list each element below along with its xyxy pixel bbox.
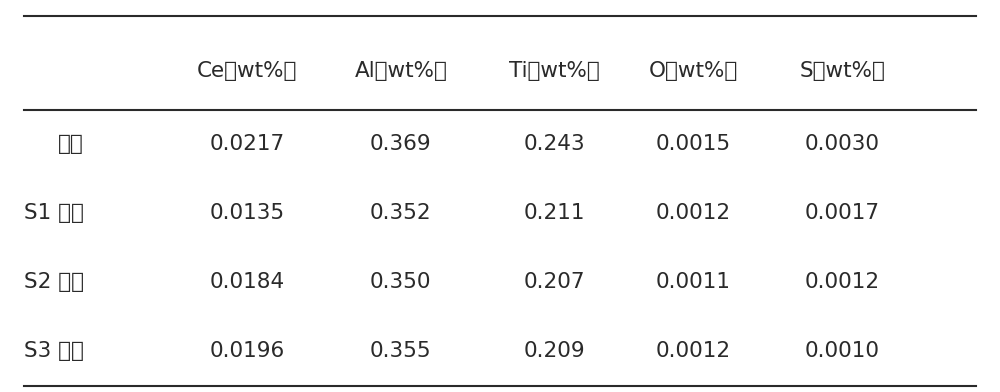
Text: 0.0015: 0.0015	[656, 134, 731, 154]
Text: S1 铸领: S1 铸领	[24, 203, 84, 223]
Text: 0.0196: 0.0196	[210, 341, 285, 361]
Text: 0.209: 0.209	[524, 341, 585, 361]
Text: S3 铸领: S3 铸领	[24, 341, 84, 361]
Text: O（wt%）: O（wt%）	[649, 61, 738, 81]
Text: 0.0184: 0.0184	[210, 272, 285, 292]
Text: 0.211: 0.211	[524, 203, 585, 223]
Text: Ce（wt%）: Ce（wt%）	[197, 61, 297, 81]
Text: 0.0012: 0.0012	[656, 341, 731, 361]
Text: 0.0012: 0.0012	[805, 272, 880, 292]
Text: 电极: 电极	[58, 134, 84, 154]
Text: 0.0010: 0.0010	[805, 341, 880, 361]
Text: 0.207: 0.207	[524, 272, 585, 292]
Text: 0.0030: 0.0030	[805, 134, 880, 154]
Text: 0.0011: 0.0011	[656, 272, 731, 292]
Text: 0.0217: 0.0217	[210, 134, 285, 154]
Text: 0.369: 0.369	[370, 134, 432, 154]
Text: Al（wt%）: Al（wt%）	[354, 61, 447, 81]
Text: 0.350: 0.350	[370, 272, 432, 292]
Text: 0.0135: 0.0135	[210, 203, 285, 223]
Text: 0.243: 0.243	[524, 134, 585, 154]
Text: 0.0017: 0.0017	[805, 203, 880, 223]
Text: S2 铸领: S2 铸领	[24, 272, 84, 292]
Text: Ti（wt%）: Ti（wt%）	[509, 61, 600, 81]
Text: S（wt%）: S（wt%）	[799, 61, 885, 81]
Text: 0.0012: 0.0012	[656, 203, 731, 223]
Text: 0.352: 0.352	[370, 203, 432, 223]
Text: 0.355: 0.355	[370, 341, 432, 361]
